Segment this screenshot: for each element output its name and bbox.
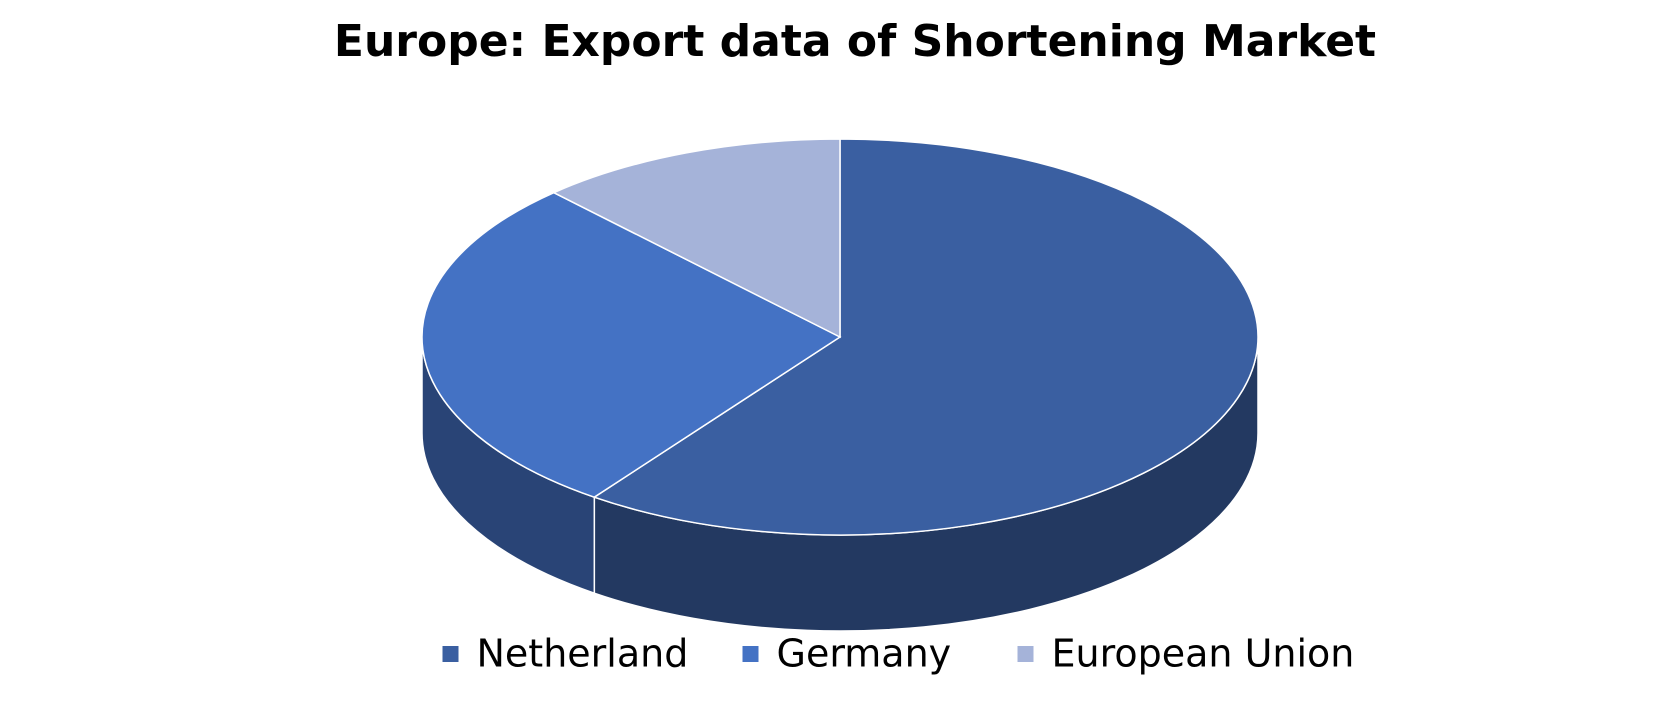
legend-swatch [1017,646,1034,662]
legend: Netherland Germany European Union [442,632,1355,676]
chart-title: Europe: Export data of Shortening Market [334,16,1376,67]
legend-label: Netherland [477,632,689,676]
pie [421,138,1259,632]
legend-label: European Union [1052,632,1355,676]
legend-label: Germany [777,632,952,676]
slice [421,191,842,499]
slice [592,138,1259,536]
slice [552,138,841,339]
legend-swatch [442,646,459,662]
legend-swatch [742,646,759,662]
